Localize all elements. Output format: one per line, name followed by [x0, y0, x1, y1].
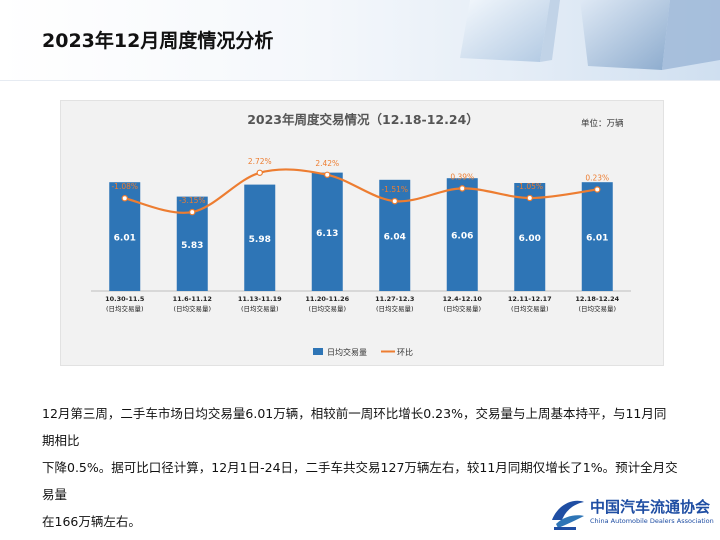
header-decoration	[460, 0, 720, 70]
x-tick-label-4: 11.27-12.3	[375, 295, 414, 303]
page-title: 2023年12月周度情况分析	[42, 30, 274, 52]
analysis-text: 12月第三周，二手车市场日均交易量6.01万辆，相较前一周环比增长0.23%，交…	[42, 400, 678, 535]
x-tick-label-7: 12.18-12.24	[575, 295, 619, 303]
bar-2	[244, 184, 276, 291]
x-tick-sublabel-3: (日均交易量)	[308, 304, 346, 313]
mom-point-2	[256, 169, 263, 176]
x-tick-sublabel-0: (日均交易量)	[106, 304, 144, 313]
bar-value-label-1: 5.83	[181, 241, 203, 251]
bar-5	[446, 178, 478, 291]
x-tick-label-5: 12.4-12.10	[443, 295, 483, 303]
mom-point-1	[189, 208, 196, 216]
mom-value-label-3: 2.42%	[315, 159, 339, 168]
bar-value-label-2: 5.98	[249, 235, 271, 245]
chart-unit-label: 单位：万辆	[581, 118, 624, 129]
association-logo: 中国汽车流通协会 China Automobile Dealers Associ…	[548, 492, 718, 536]
mom-point-7	[594, 186, 601, 193]
mom-value-label-5: 0.39%	[450, 172, 474, 181]
x-tick-label-2: 11.13-11.19	[238, 295, 282, 303]
bar-value-label-3: 6.13	[316, 229, 338, 239]
analysis-line-1: 12月第三周，二手车市场日均交易量6.01万辆，相较前一周环比增长0.23%，交…	[42, 406, 667, 448]
x-tick-label-1: 11.6-11.12	[173, 295, 212, 303]
cada-logo-icon	[552, 500, 584, 530]
bar-value-label-0: 6.01	[114, 234, 136, 244]
bar-value-label-5: 6.06	[451, 232, 473, 242]
mom-point-4	[391, 197, 398, 205]
mom-value-label-7: 0.23%	[585, 173, 609, 182]
legend: 日均交易量 环比	[313, 347, 413, 357]
legend-bar-label: 日均交易量	[327, 347, 367, 357]
x-tick-sublabel-4: (日均交易量)	[376, 304, 414, 313]
chart: 2023年周度交易情况（12.18-12.24） 单位：万辆 6.01 5.83 5…	[91, 112, 631, 357]
mom-value-label-2: 2.72%	[248, 157, 272, 166]
analysis-line-3: 在166万辆左右。	[42, 514, 141, 529]
logo-name-en: China Automobile Dealers Association	[590, 517, 714, 525]
chart-panel: 2023年周度交易情况（12.18-12.24） 单位：万辆 6.01 5.83 5…	[60, 100, 664, 366]
legend-line-label: 环比	[397, 347, 413, 357]
bar-value-label-4: 6.04	[384, 232, 406, 242]
x-tick-sublabel-6: (日均交易量)	[511, 304, 549, 313]
mom-point-0	[121, 195, 128, 202]
bar-7	[581, 182, 613, 291]
legend-bar-swatch	[313, 348, 323, 355]
chart-title: 2023年周度交易情况（12.18-12.24）	[247, 112, 479, 127]
logo-name-cn: 中国汽车流通协会	[590, 498, 711, 516]
mom-value-label-4: -1.51%	[381, 185, 408, 194]
bar-3	[311, 172, 343, 291]
x-tick-sublabel-1: (日均交易量)	[173, 304, 211, 313]
x-tick-label-3: 11.20-11.26	[305, 295, 349, 303]
mom-point-3	[324, 171, 331, 178]
bar-value-label-6: 6.00	[519, 234, 541, 244]
page-header: 2023年12月周度情况分析	[0, 0, 720, 81]
bar-value-label-7: 6.01	[586, 234, 608, 244]
mom-value-label-1: -3.15%	[179, 196, 206, 205]
x-tick-label-6: 12.11-12.17	[508, 295, 552, 303]
x-tick-sublabel-5: (日均交易量)	[443, 304, 481, 313]
x-tick-label-0: 10.30-11.5	[105, 295, 145, 303]
mom-point-5	[459, 185, 466, 192]
mom-value-label-0: -1.08%	[111, 182, 138, 191]
x-tick-sublabel-7: (日均交易量)	[578, 304, 616, 313]
mom-series-line	[124, 168, 598, 214]
mom-point-6	[526, 194, 533, 202]
x-tick-sublabel-2: (日均交易量)	[241, 304, 279, 313]
analysis-line-2: 下降0.5%。据可比口径计算，12月1日-24日，二手车共交易127万辆左右，较…	[42, 460, 678, 502]
mom-value-label-6: -1.05%	[516, 182, 543, 191]
